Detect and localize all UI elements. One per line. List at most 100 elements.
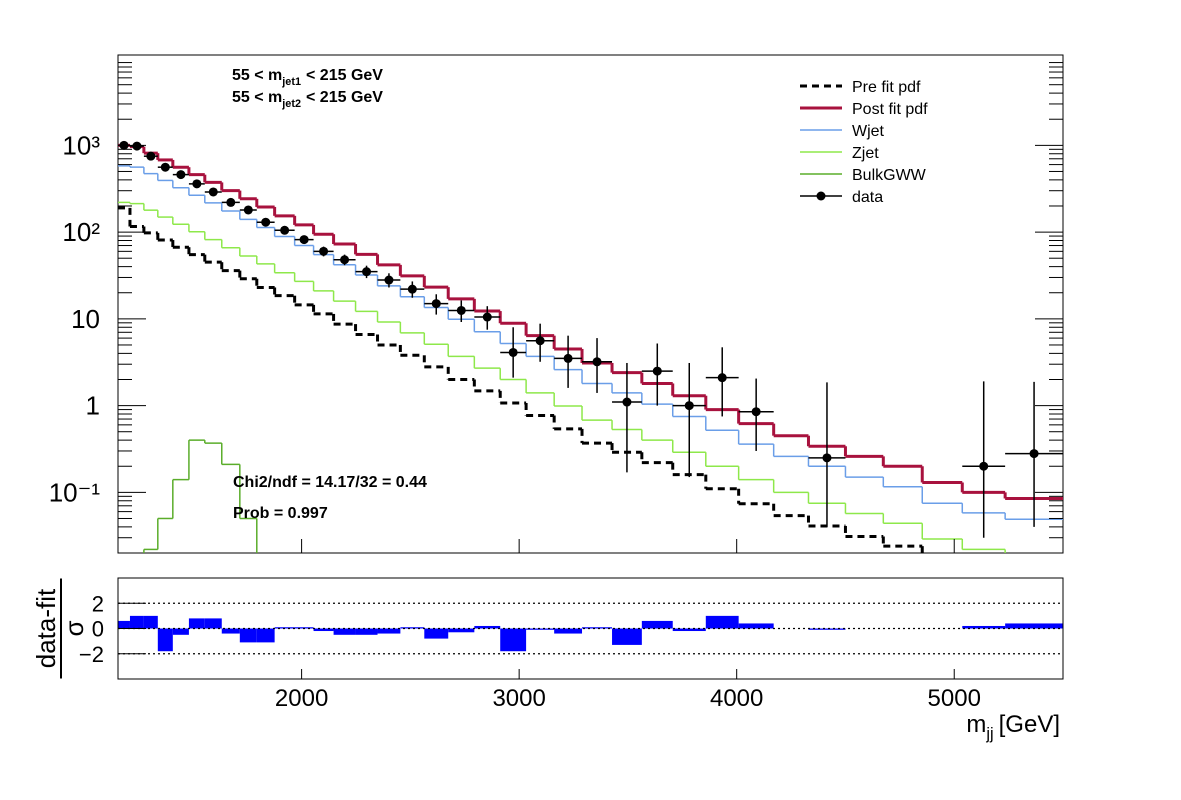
- pull-bar: [313, 628, 334, 632]
- data-point: [299, 235, 309, 245]
- pull-bar: [118, 620, 130, 629]
- pull-bar: [641, 620, 673, 629]
- data-point: [622, 397, 632, 407]
- x-tick-label: 5000: [928, 685, 981, 712]
- pull-bar: [612, 628, 642, 645]
- pull-bar: [500, 628, 527, 652]
- cut-label-main: 55 < m: [232, 89, 282, 106]
- data-point: [431, 299, 441, 309]
- y-tick-label: 10⁻¹: [49, 477, 101, 507]
- pull-bar: [672, 628, 706, 632]
- pull-bar: [474, 625, 501, 629]
- legend-label: Zjet: [852, 145, 879, 162]
- cut-label-sub: jet1: [281, 76, 301, 88]
- pull-bar: [129, 615, 144, 629]
- pull-bar: [157, 628, 173, 652]
- data-point: [592, 357, 602, 367]
- pull-bar: [172, 628, 189, 635]
- y-tick-label: 1: [86, 391, 100, 421]
- y-tick-label: 10: [71, 304, 100, 334]
- data-point: [1029, 449, 1039, 459]
- plot-frame: [117, 54, 1064, 554]
- y-tick-label: −2: [79, 642, 104, 667]
- pull-bar: [239, 628, 257, 643]
- y-label-numerator: data-fit: [31, 588, 61, 668]
- data-point: [482, 312, 492, 322]
- y-label-denominator: σ: [59, 620, 89, 636]
- data-point: [652, 366, 662, 376]
- data-point: [132, 141, 142, 151]
- pull-bar: [554, 628, 583, 634]
- x-tick-label: 2000: [275, 685, 328, 712]
- data-point: [208, 187, 218, 197]
- data-point: [384, 275, 394, 285]
- data-point: [160, 162, 170, 172]
- y-tick-label: 10²: [62, 217, 100, 247]
- pull-bar: [400, 627, 425, 629]
- pull-bar: [188, 618, 205, 629]
- data-point: [407, 284, 417, 294]
- data-point: [280, 225, 290, 235]
- fit-text: Chi2/ndf = 14.17/32 = 0.44: [233, 474, 427, 491]
- y-tick-label: 10³: [62, 130, 100, 160]
- data-point: [192, 179, 202, 189]
- pull-bar: [582, 627, 613, 629]
- cut-label: 55 < mjet2 < 215 GeV: [232, 89, 383, 110]
- data-point: [261, 217, 271, 227]
- data-point: [146, 151, 156, 161]
- data-point: [822, 453, 832, 463]
- x-axis-label-main: m: [966, 711, 986, 738]
- x-tick-label: 4000: [710, 685, 763, 712]
- x-axis-label-rest: [GeV]: [999, 711, 1060, 738]
- cut-label-rest: < 215 GeV: [306, 67, 383, 84]
- x-axis-label-sub: jj: [985, 725, 993, 743]
- pull-bar: [962, 625, 1006, 629]
- data-point: [362, 267, 372, 277]
- data-point: [563, 353, 573, 363]
- pull-bar: [705, 615, 739, 629]
- pull-bar: [221, 628, 240, 634]
- data-point: [979, 461, 989, 471]
- data-point: [319, 246, 329, 256]
- pull-bar: [448, 628, 475, 633]
- data-point: [535, 336, 545, 346]
- cut-label-main: 55 < m: [232, 67, 282, 84]
- data-point: [226, 197, 236, 207]
- legend-marker: [816, 191, 826, 201]
- plot-area: [118, 140, 1063, 553]
- legend-label: Wjet: [852, 123, 885, 140]
- pull-bar: [526, 628, 555, 630]
- pull-bar: [808, 628, 846, 630]
- fit-text: Prob = 0.997: [233, 505, 328, 522]
- x-axis-label: mjj [GeV]: [966, 711, 1060, 743]
- pull-bar: [204, 618, 222, 629]
- pull-bar: [333, 628, 356, 635]
- data-point: [717, 373, 727, 383]
- cut-label-rest: < 215 GeV: [306, 89, 383, 106]
- pull-bar: [1005, 623, 1063, 629]
- pull-area: [118, 615, 1063, 652]
- cut-label-sub: jet2: [281, 98, 301, 110]
- pull-bar: [256, 628, 275, 643]
- cut-label: 55 < mjet1 < 215 GeV: [232, 67, 383, 88]
- data-point: [176, 170, 186, 180]
- pull-bar: [377, 628, 401, 634]
- legend-label: data: [852, 189, 883, 206]
- pull-bar: [424, 628, 449, 639]
- x-tick-label: 3000: [492, 685, 545, 712]
- legend-label: BulkGWW: [852, 167, 927, 184]
- data-point: [508, 347, 518, 357]
- data-point: [751, 407, 761, 417]
- y-tick-label: 2: [92, 591, 104, 616]
- data-point: [340, 255, 350, 265]
- data-point: [243, 205, 253, 215]
- y-tick-label: 0: [92, 617, 104, 642]
- legend-label: Post fit pdf: [852, 101, 928, 118]
- pull-bar: [143, 615, 158, 629]
- legend-label: Pre fit pdf: [852, 79, 921, 96]
- plot-frame: [117, 577, 1064, 680]
- data-point: [684, 401, 694, 411]
